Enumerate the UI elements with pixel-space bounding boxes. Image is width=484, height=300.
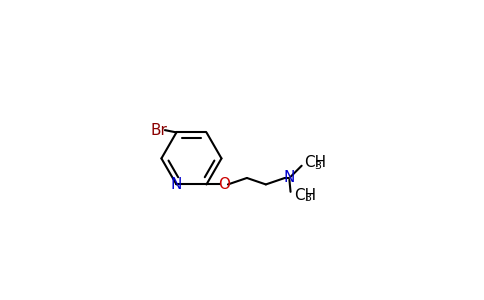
Text: Br: Br	[151, 123, 167, 138]
Text: 3: 3	[304, 193, 311, 203]
Text: N: N	[284, 170, 295, 185]
Text: O: O	[218, 177, 230, 192]
Text: 3: 3	[315, 161, 321, 171]
Text: CH: CH	[304, 155, 327, 170]
Text: N: N	[171, 177, 182, 192]
Text: CH: CH	[294, 188, 316, 203]
